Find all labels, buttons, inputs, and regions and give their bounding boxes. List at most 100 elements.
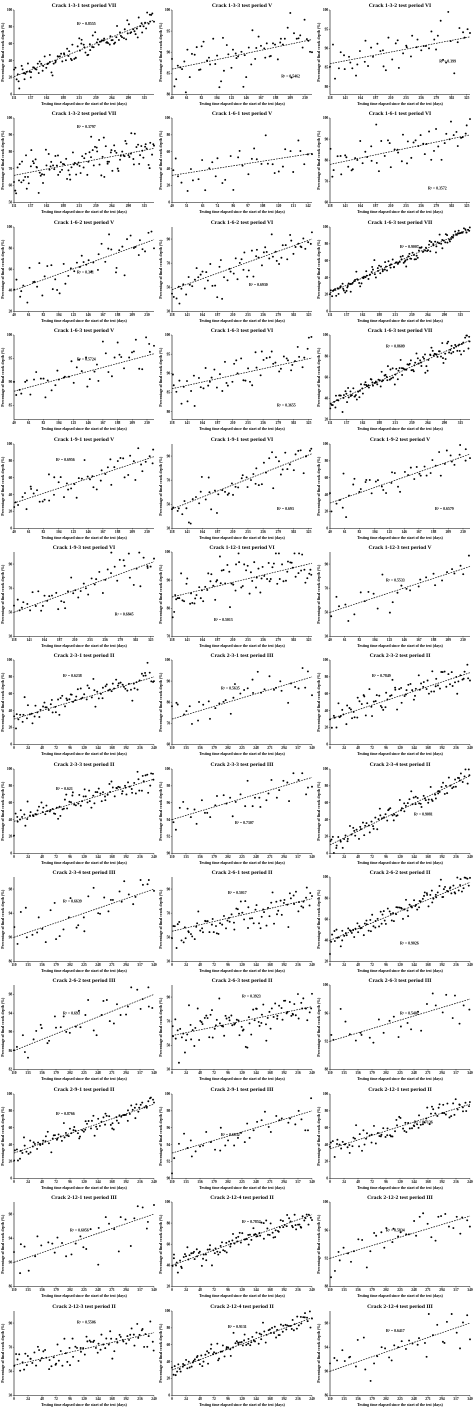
data-point (413, 1220, 416, 1223)
data-point (32, 1038, 35, 1041)
data-point (245, 76, 248, 79)
data-point (403, 810, 406, 812)
data-point (45, 706, 48, 709)
data-point (188, 705, 191, 708)
data-point (223, 1355, 226, 1357)
data-point (301, 667, 304, 670)
x-tick-label: 213 (77, 96, 83, 100)
data-point (64, 1131, 67, 1134)
data-point (235, 359, 238, 362)
data-point (391, 601, 394, 604)
y-tick-label: 90 (9, 380, 13, 384)
data-point (79, 1026, 82, 1029)
data-point (16, 943, 19, 945)
data-point (252, 1227, 255, 1230)
data-point (139, 1008, 142, 1011)
data-point (270, 778, 273, 781)
x-tick-label: 82 (42, 530, 46, 534)
data-point (455, 233, 458, 236)
x-tick-label: 0 (329, 855, 331, 859)
y-tick-label: 94 (167, 1143, 171, 1147)
data-point (213, 1351, 216, 1353)
x-tick-label: 233 (245, 530, 251, 534)
r-squared-label: R² = 0.7307 (235, 821, 254, 825)
data-point (72, 1129, 75, 1131)
x-tick-label: 48 (198, 1397, 202, 1401)
data-point (29, 810, 32, 813)
data-point (104, 798, 107, 801)
x-tick-label: 162 (44, 96, 50, 100)
data-point (389, 913, 392, 915)
data-point (329, 148, 332, 151)
data-point (211, 1037, 214, 1039)
chart-svg: Crack 1-6-3 test period V40 61 82 104 125 146… (1, 328, 155, 431)
data-point (454, 995, 456, 997)
data-point (186, 577, 189, 580)
data-point (207, 700, 210, 703)
data-point (389, 166, 392, 169)
data-point (104, 472, 107, 475)
data-point (196, 1008, 199, 1010)
data-point (447, 776, 450, 779)
data-point (430, 240, 433, 243)
data-point (32, 492, 35, 494)
data-point (113, 150, 116, 153)
trend-line (13, 1213, 155, 1263)
data-point (419, 474, 422, 477)
data-point (205, 1253, 207, 1256)
data-point (76, 1132, 79, 1134)
data-point (303, 568, 306, 571)
data-point (237, 1136, 239, 1139)
data-point (61, 60, 64, 63)
data-point (26, 602, 29, 605)
data-point (197, 377, 200, 380)
data-point (15, 278, 18, 281)
x-axis-label: Testing time elapsed since the start of … (41, 319, 127, 323)
data-point (101, 156, 104, 159)
data-point (428, 130, 431, 133)
x-tick-label: 279 (118, 638, 124, 642)
x-tick-label: 0 (13, 1180, 15, 1184)
data-point (329, 65, 331, 68)
x-tick-label: 72 (212, 1071, 216, 1075)
data-point (346, 284, 349, 287)
x-tick-label: 317 (295, 746, 301, 750)
data-point (289, 11, 292, 14)
data-point (191, 723, 193, 726)
data-point (345, 723, 348, 726)
data-point (408, 903, 411, 906)
data-point (222, 69, 225, 72)
r-squared-label: R² = 0.6639 (63, 899, 82, 903)
y-tick-label: 100 (323, 442, 329, 446)
x-tick-label: 210 (72, 638, 78, 642)
data-point (429, 785, 432, 788)
data-point (55, 1362, 58, 1365)
data-point (138, 163, 141, 166)
data-point (92, 46, 95, 49)
data-point (121, 36, 123, 39)
data-point (44, 396, 47, 399)
data-point (61, 695, 64, 698)
data-point (90, 1127, 92, 1130)
data-point (376, 827, 379, 830)
data-point (180, 1036, 183, 1039)
data-point (397, 152, 400, 154)
data-point (123, 686, 125, 689)
data-point (200, 45, 203, 48)
x-tick-label: 144 (253, 963, 259, 967)
r-squared-label: R² = 0.5402 (400, 1012, 419, 1016)
y-tick-label: 80 (167, 606, 171, 610)
data-point (96, 38, 99, 41)
x-tick-label: 104 (372, 530, 378, 534)
x-tick-label: 40 (12, 530, 16, 534)
data-point (263, 1330, 266, 1332)
data-point (340, 173, 343, 176)
y-tick-label: 100 (165, 8, 171, 12)
x-tick-label: 96 (68, 855, 72, 859)
data-point (294, 452, 297, 455)
x-tick-label: 141 (185, 313, 191, 317)
data-point (192, 374, 195, 377)
chart-panel: Crack 2-3-3 test period III 110 133 156 179 2… (158, 759, 316, 867)
data-point (363, 383, 366, 386)
r-squared-label: R² = 0.693 (63, 1012, 80, 1016)
